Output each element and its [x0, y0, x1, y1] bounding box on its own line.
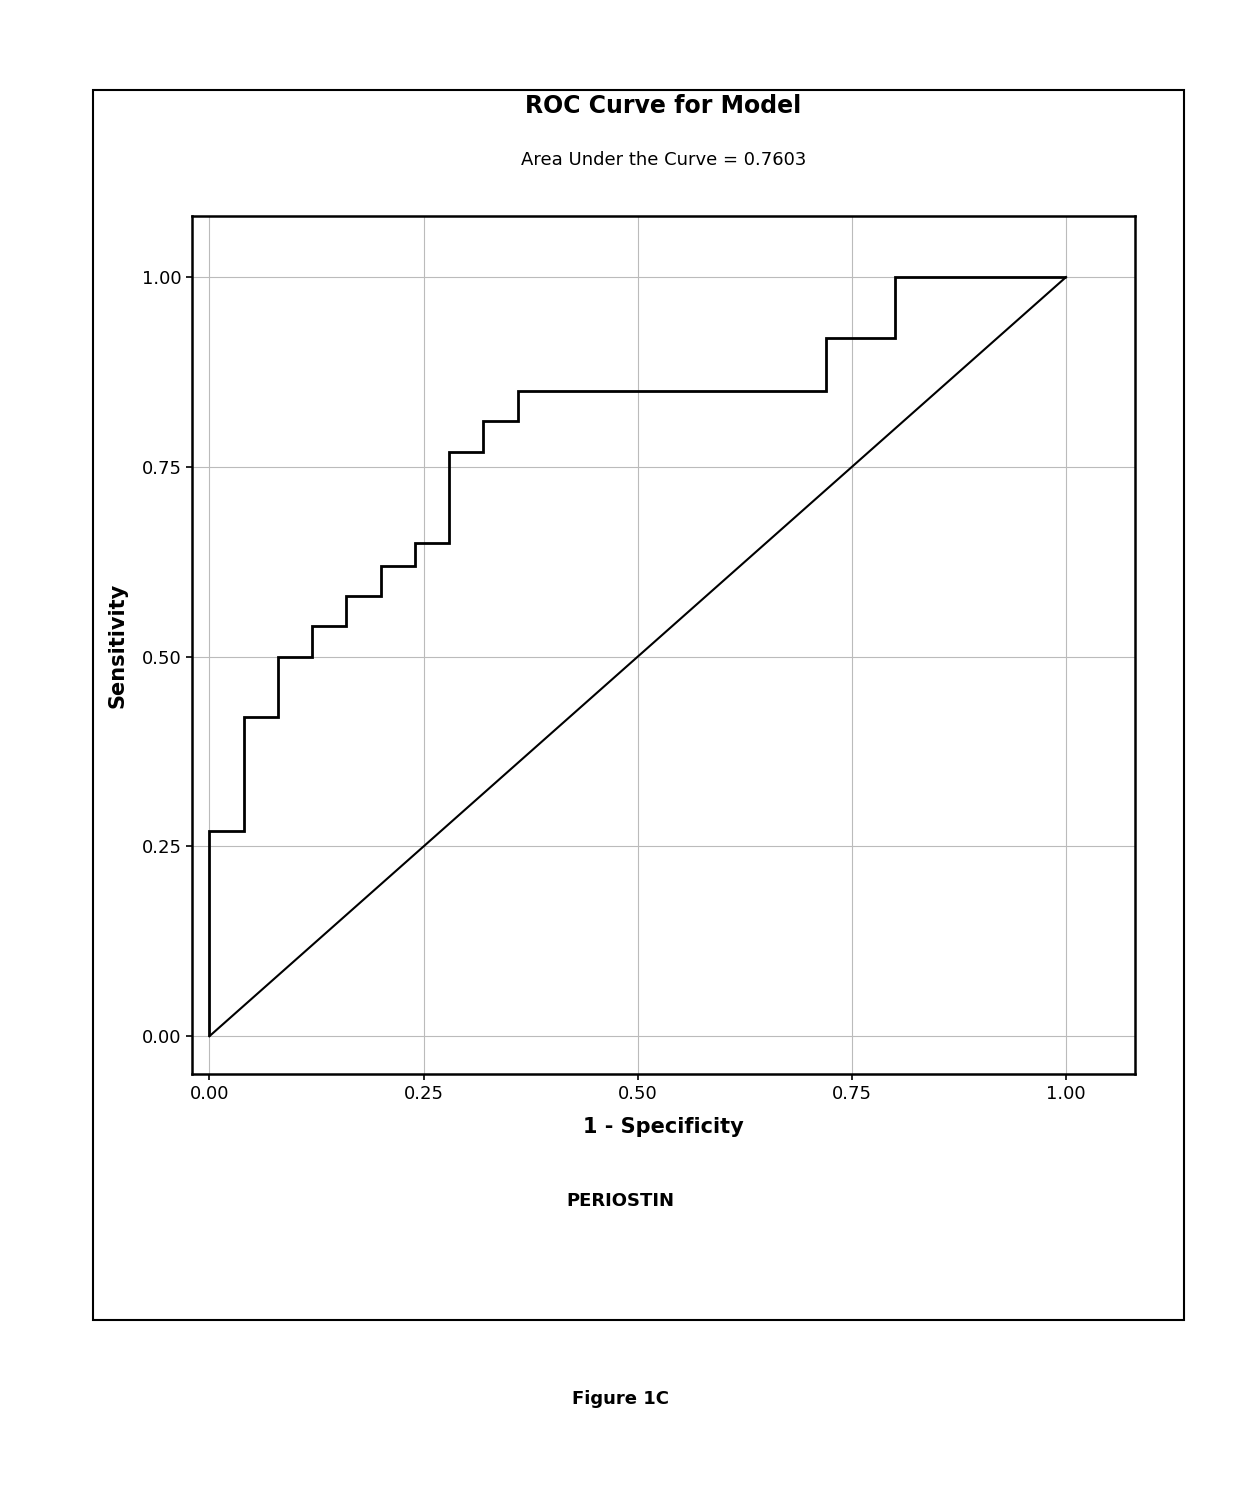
- Text: ROC Curve for Model: ROC Curve for Model: [526, 94, 801, 118]
- Text: Figure 1C: Figure 1C: [572, 1391, 668, 1408]
- Y-axis label: Sensitivity: Sensitivity: [108, 583, 128, 707]
- X-axis label: 1 - Specificity: 1 - Specificity: [583, 1116, 744, 1137]
- Text: PERIOSTIN: PERIOSTIN: [565, 1192, 675, 1210]
- Text: Area Under the Curve = 0.7603: Area Under the Curve = 0.7603: [521, 151, 806, 169]
